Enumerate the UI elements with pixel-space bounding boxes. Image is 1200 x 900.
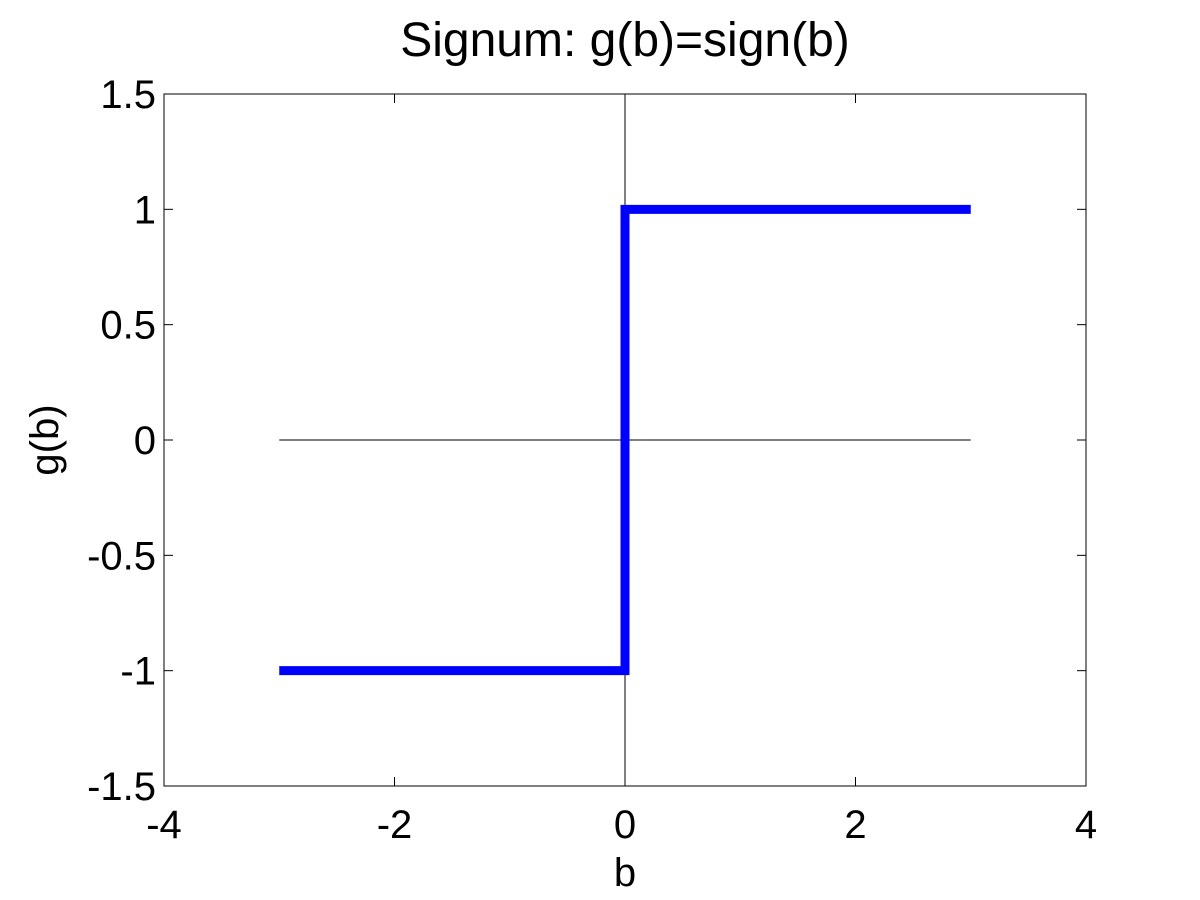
y-tick-label: 0.5: [100, 304, 156, 348]
y-tick-label: 1: [134, 188, 156, 232]
chart-title: Signum: g(b)=sign(b): [400, 14, 850, 67]
x-tick-label: -4: [146, 803, 182, 847]
y-tick-label: 1.5: [100, 73, 156, 117]
x-tick-label: 4: [1075, 803, 1097, 847]
y-tick-label: -1: [120, 650, 156, 694]
y-tick-label: 0: [134, 419, 156, 463]
x-axis-label: b: [614, 851, 636, 895]
axes-frame: [163, 93, 1087, 787]
y-tick-label: -0.5: [87, 534, 156, 578]
x-tick-label: 2: [844, 803, 866, 847]
y-axis-label: g(b): [23, 404, 67, 475]
y-tick-label: -1.5: [87, 765, 156, 809]
x-tick-label: -2: [377, 803, 413, 847]
signum-series-line: [279, 204, 971, 676]
x-tick-label: 0: [614, 803, 636, 847]
